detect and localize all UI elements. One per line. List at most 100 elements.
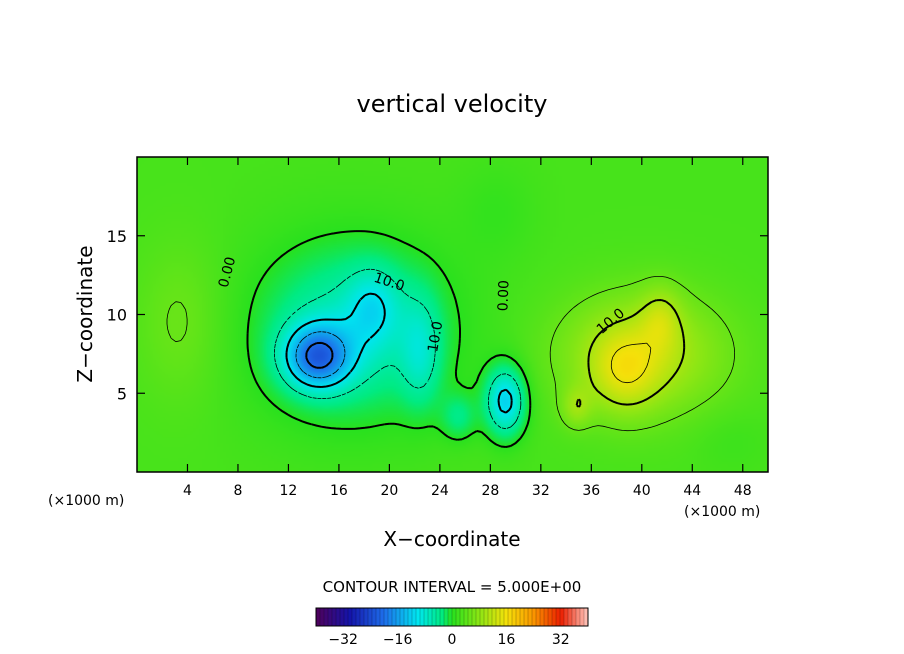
contour-level-line <box>305 341 334 369</box>
colorbar-swatch <box>504 608 509 626</box>
colorbar-swatch <box>484 608 489 626</box>
colorbar-swatch <box>456 608 461 626</box>
chart-title: vertical velocity <box>357 90 548 118</box>
contour-lines <box>166 230 735 448</box>
contour-label: 0.00 <box>216 255 240 289</box>
colorbar: −32 −16 0 16 32 <box>315 607 589 648</box>
colorbar-swatch <box>464 608 469 626</box>
colorbar-swatch <box>544 608 549 626</box>
contour-level-line <box>575 299 686 408</box>
colorbar-swatch <box>444 608 449 626</box>
colorbar-swatch <box>324 608 329 626</box>
x-tick-label: 24 <box>431 483 449 499</box>
colorbar-swatch <box>500 608 505 626</box>
colorbar-swatch <box>460 608 465 626</box>
colorbar-swatch <box>560 608 565 626</box>
x-tick-label: 48 <box>734 483 752 499</box>
colorbar-frame <box>315 607 589 627</box>
contour-label: 10.0 <box>425 320 446 353</box>
colorbar-swatch <box>532 608 537 626</box>
colorbar-swatch <box>384 608 389 626</box>
x-tick-label: 28 <box>481 483 499 499</box>
colorbar-tick-label: −32 <box>328 632 358 648</box>
colorbar-swatch <box>388 608 393 626</box>
colorbar-swatch <box>320 608 325 626</box>
colorbar-swatch <box>420 608 425 626</box>
heatmap-image <box>137 157 768 472</box>
x-unit-label: (×1000 m) <box>684 504 760 520</box>
colorbar-swatch <box>536 608 541 626</box>
colorbar-swatch <box>332 608 337 626</box>
colorbar-swatch <box>416 608 421 626</box>
x-tick-label: 32 <box>532 483 550 499</box>
y-axis-ticks: 5 10 15 <box>107 227 768 403</box>
colorbar-swatch <box>372 608 377 626</box>
x-axis-ticks: 4 8 12 16 20 24 28 32 36 40 44 48 <box>183 157 752 499</box>
contour-level-line <box>295 331 346 379</box>
colorbar-swatch <box>520 608 525 626</box>
colorbar-swatch <box>556 608 561 626</box>
y-axis-label: Z−coordinate <box>73 245 97 382</box>
colorbar-tick-label: 32 <box>552 632 570 648</box>
colorbar-swatch <box>584 608 589 626</box>
contour-interval-text: CONTOUR INTERVAL = 5.000E+00 <box>323 578 582 596</box>
colorbar-swatch <box>580 608 585 626</box>
x-tick-label: 12 <box>280 483 298 499</box>
colorbar-swatch <box>376 608 381 626</box>
colorbar-swatch <box>352 608 357 626</box>
colorbar-swatch <box>428 608 433 626</box>
colorbar-swatch <box>552 608 557 626</box>
colorbar-swatch <box>340 608 345 626</box>
y-unit-label: (×1000 m) <box>48 493 124 509</box>
colorbar-swatch <box>564 608 569 626</box>
colorbar-swatch <box>408 608 413 626</box>
colorbar-swatch <box>572 608 577 626</box>
colorbar-swatch <box>424 608 429 626</box>
x-tick-label: 44 <box>683 483 701 499</box>
colorbar-swatch <box>568 608 573 626</box>
colorbar-swatch <box>360 608 365 626</box>
colorbar-swatch <box>480 608 485 626</box>
colorbar-swatch <box>412 608 417 626</box>
colorbar-swatch <box>576 608 581 626</box>
colorbar-swatch <box>316 608 321 626</box>
colorbar-swatch <box>348 608 353 626</box>
colorbar-swatch <box>508 608 513 626</box>
colorbar-swatches <box>315 608 589 626</box>
x-tick-label: 40 <box>633 483 651 499</box>
colorbar-swatch <box>496 608 501 626</box>
y-tick-label: 5 <box>117 384 127 403</box>
x-tick-label: 36 <box>582 483 600 499</box>
colorbar-swatch <box>336 608 341 626</box>
colorbar-swatch <box>368 608 373 626</box>
contour-level-line <box>610 342 652 384</box>
colorbar-swatch <box>476 608 481 626</box>
colorbar-swatch <box>472 608 477 626</box>
colorbar-tick-label: 16 <box>497 632 515 648</box>
colorbar-swatch <box>404 608 409 626</box>
contour-level-line <box>285 292 513 414</box>
colorbar-swatch <box>468 608 473 626</box>
colorbar-swatch <box>492 608 497 626</box>
contour-level-line <box>274 268 522 430</box>
colorbar-swatch <box>436 608 441 626</box>
x-tick-label: 8 <box>233 483 242 499</box>
colorbar-tick-label: −16 <box>383 632 413 648</box>
colorbar-swatch <box>392 608 397 626</box>
x-axis-label: X−coordinate <box>383 527 520 551</box>
y-tick-label: 10 <box>107 306 127 325</box>
colorbar-swatch <box>380 608 385 626</box>
y-tick-label: 15 <box>107 227 127 246</box>
colorbar-swatch <box>396 608 401 626</box>
colorbar-swatch <box>540 608 545 626</box>
x-tick-label: 16 <box>330 483 348 499</box>
colorbar-swatch <box>432 608 437 626</box>
colorbar-swatch <box>452 608 457 626</box>
colorbar-swatch <box>400 608 405 626</box>
colorbar-swatch <box>356 608 361 626</box>
colorbar-swatch <box>440 608 445 626</box>
colorbar-swatch <box>328 608 333 626</box>
